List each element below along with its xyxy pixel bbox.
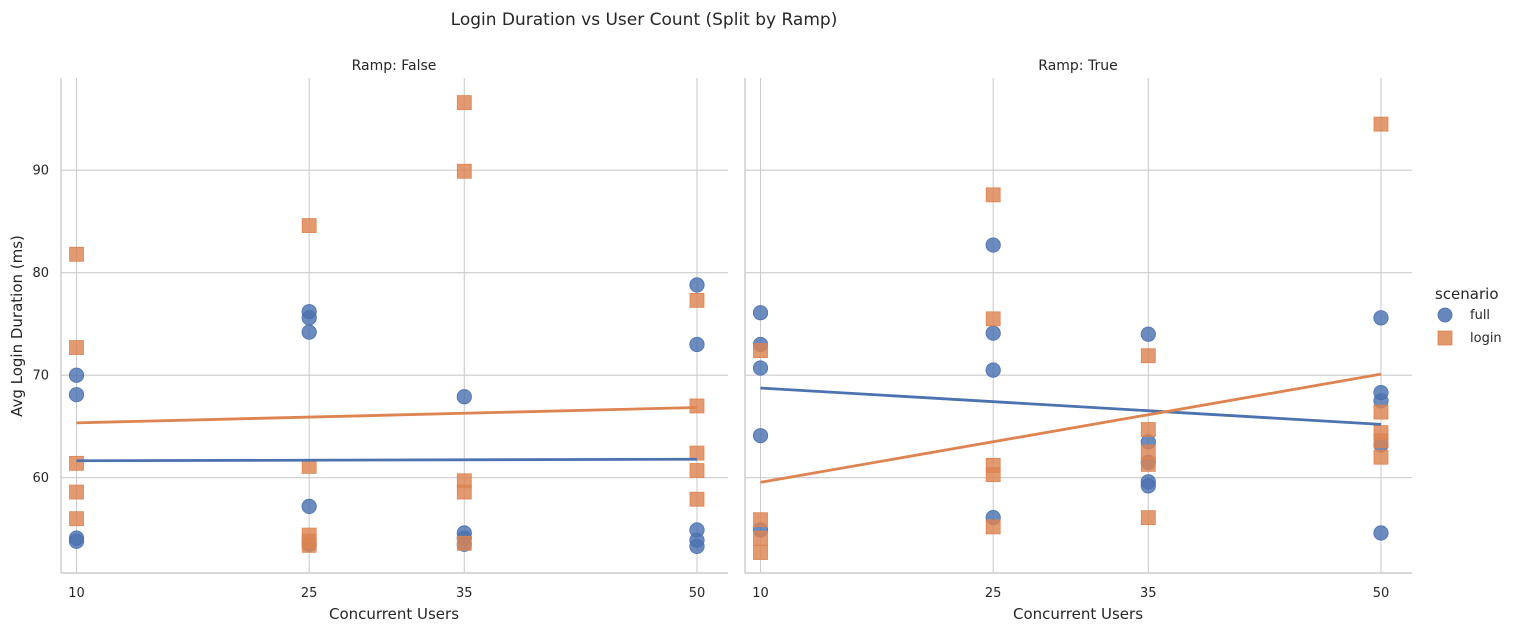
x-tick-label-25: 25 bbox=[301, 586, 318, 601]
trend-line-login-ramp-true bbox=[760, 372, 1382, 484]
point-full-2 bbox=[752, 360, 769, 376]
point-full-13 bbox=[689, 277, 705, 293]
facet-ramp-false: Ramp: False 10 25 35 50 60 70 80 90 bbox=[32, 58, 728, 601]
legend-marker-full bbox=[1437, 307, 1453, 323]
x-axis-label-ramp-false: Concurrent Users bbox=[329, 605, 459, 623]
point-login-13 bbox=[456, 484, 472, 500]
legend-marker-login bbox=[1437, 330, 1453, 346]
point-login-16 bbox=[689, 398, 705, 414]
point-login-2 bbox=[69, 455, 84, 471]
x-tick-label-50: 50 bbox=[1373, 586, 1390, 601]
y-tick-label-90: 90 bbox=[32, 164, 49, 179]
y-tick-label-70: 70 bbox=[32, 369, 49, 384]
point-full-18 bbox=[1373, 525, 1389, 541]
legend-title: scenario bbox=[1435, 285, 1499, 303]
legend-label-full: full bbox=[1470, 308, 1490, 323]
point-login-15 bbox=[1373, 404, 1389, 420]
point-login-14 bbox=[1373, 116, 1389, 132]
y-tick-label-60: 60 bbox=[32, 471, 49, 486]
point-login-3 bbox=[753, 545, 768, 560]
point-full-1 bbox=[68, 387, 85, 403]
gridlines-ramp-false bbox=[61, 78, 728, 573]
point-full-17 bbox=[689, 538, 705, 554]
point-full-7 bbox=[301, 498, 317, 514]
x-tick-label-50: 50 bbox=[689, 586, 706, 601]
gridlines-ramp-true bbox=[745, 78, 1412, 573]
point-login-1 bbox=[753, 512, 768, 528]
point-login-5 bbox=[301, 218, 317, 233]
point-login-13 bbox=[1140, 510, 1156, 526]
point-full-14 bbox=[1373, 310, 1389, 326]
point-full-3 bbox=[752, 428, 769, 444]
point-full-6 bbox=[301, 324, 317, 340]
series-login-ramp-false bbox=[69, 95, 705, 553]
point-login-1 bbox=[69, 340, 84, 355]
point-login-0 bbox=[753, 343, 768, 359]
point-login-7 bbox=[985, 467, 1001, 483]
x-tick-label-25: 25 bbox=[985, 586, 1002, 601]
point-full-14 bbox=[689, 336, 705, 353]
point-full-13 bbox=[1140, 478, 1156, 494]
point-full-5 bbox=[301, 310, 317, 326]
point-login-11 bbox=[456, 163, 472, 179]
x-tick-label-35: 35 bbox=[456, 586, 473, 601]
point-login-9 bbox=[1140, 348, 1156, 364]
point-full-5 bbox=[985, 237, 1001, 253]
point-login-9 bbox=[301, 537, 317, 553]
series-login-ramp-true bbox=[753, 116, 1389, 560]
x-axis-label-ramp-true: Concurrent Users bbox=[1013, 605, 1143, 623]
point-login-8 bbox=[985, 519, 1001, 535]
x-tick-label-10: 10 bbox=[68, 586, 85, 601]
point-login-2 bbox=[753, 530, 768, 546]
trend-line-full-ramp-false bbox=[76, 457, 697, 463]
point-login-15 bbox=[689, 292, 705, 308]
point-login-4 bbox=[69, 511, 84, 527]
facet-title-ramp-true: Ramp: True bbox=[1038, 58, 1117, 74]
point-full-9 bbox=[456, 389, 472, 405]
point-full-7 bbox=[985, 362, 1001, 378]
facet-title-ramp-false: Ramp: False bbox=[352, 58, 437, 74]
trend-line-login-ramp-false bbox=[76, 406, 698, 425]
y-axis-label: Avg Login Duration (ms) bbox=[8, 235, 26, 417]
point-login-12 bbox=[1140, 456, 1156, 472]
point-full-9 bbox=[1140, 326, 1156, 342]
facet-ramp-true: Ramp: True 10 25 35 50 bbox=[744, 58, 1412, 601]
point-login-10 bbox=[1140, 422, 1156, 437]
chart-title: Login Duration vs User Count (Split by R… bbox=[451, 10, 838, 30]
x-tick-label-10: 10 bbox=[752, 586, 769, 601]
point-login-14 bbox=[456, 535, 472, 551]
point-login-10 bbox=[456, 95, 472, 110]
point-login-3 bbox=[69, 484, 84, 500]
legend: scenario full login bbox=[1435, 285, 1502, 346]
point-login-19 bbox=[689, 491, 705, 507]
trend-line-full-ramp-true bbox=[760, 386, 1382, 426]
point-full-3 bbox=[68, 533, 85, 549]
x-tick-label-35: 35 bbox=[1140, 586, 1157, 601]
point-login-18 bbox=[1373, 449, 1389, 465]
point-login-18 bbox=[689, 463, 705, 478]
legend-label-login: login bbox=[1470, 331, 1502, 346]
y-tick-label-80: 80 bbox=[32, 266, 49, 281]
point-full-0 bbox=[68, 367, 85, 383]
point-login-4 bbox=[985, 187, 1001, 203]
point-full-6 bbox=[985, 325, 1001, 341]
point-login-5 bbox=[985, 311, 1001, 327]
point-login-0 bbox=[69, 246, 84, 262]
point-full-0 bbox=[752, 305, 769, 321]
point-login-17 bbox=[1373, 433, 1389, 449]
